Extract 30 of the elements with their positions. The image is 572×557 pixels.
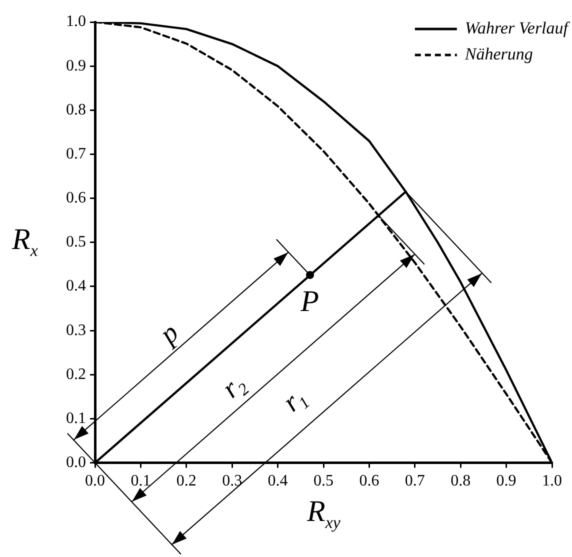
y-tick-label: 0.9 <box>66 57 86 74</box>
y-tick-label: 0.6 <box>66 190 86 207</box>
annotation: r1 <box>276 387 314 418</box>
x-tick-label: 0.2 <box>176 472 196 490</box>
legend-label: Wahrer Verlauf <box>464 18 570 38</box>
x-tick-label: 0.3 <box>222 472 242 490</box>
y-tick-label: 0.1 <box>66 410 86 427</box>
annotation: P <box>300 284 319 318</box>
x-tick-label: 0.7 <box>404 472 425 490</box>
x-tick-label: 0.1 <box>130 472 151 490</box>
y-tick-label: 0.5 <box>66 234 86 251</box>
y-tick-label: 0.7 <box>66 145 86 162</box>
x-tick-label: 0.9 <box>496 472 516 490</box>
annotation: r2 <box>216 374 254 404</box>
annotation: p <box>152 317 185 352</box>
x-tick-label: 0.5 <box>314 472 334 490</box>
legend-label: Näherung <box>464 44 533 64</box>
x-tick-label: 0.0 <box>85 472 105 490</box>
y-tick-label: 0.0 <box>66 454 86 472</box>
y-tick-label: 1.0 <box>66 13 86 30</box>
y-axis-title: R$_{x}$ <box>12 223 38 262</box>
y-tick-label: 0.2 <box>66 366 86 383</box>
x-axis-title: R$_{xy}$ <box>307 494 340 533</box>
y-tick-label: 0.3 <box>66 322 86 339</box>
x-tick-label: 1.0 <box>542 472 562 490</box>
x-tick-label: 0.8 <box>450 472 471 490</box>
x-tick-label: 0.4 <box>268 472 288 490</box>
y-tick-label: 0.8 <box>66 101 86 118</box>
y-tick-label: 0.4 <box>66 278 86 295</box>
x-tick-label: 0.6 <box>359 472 380 490</box>
